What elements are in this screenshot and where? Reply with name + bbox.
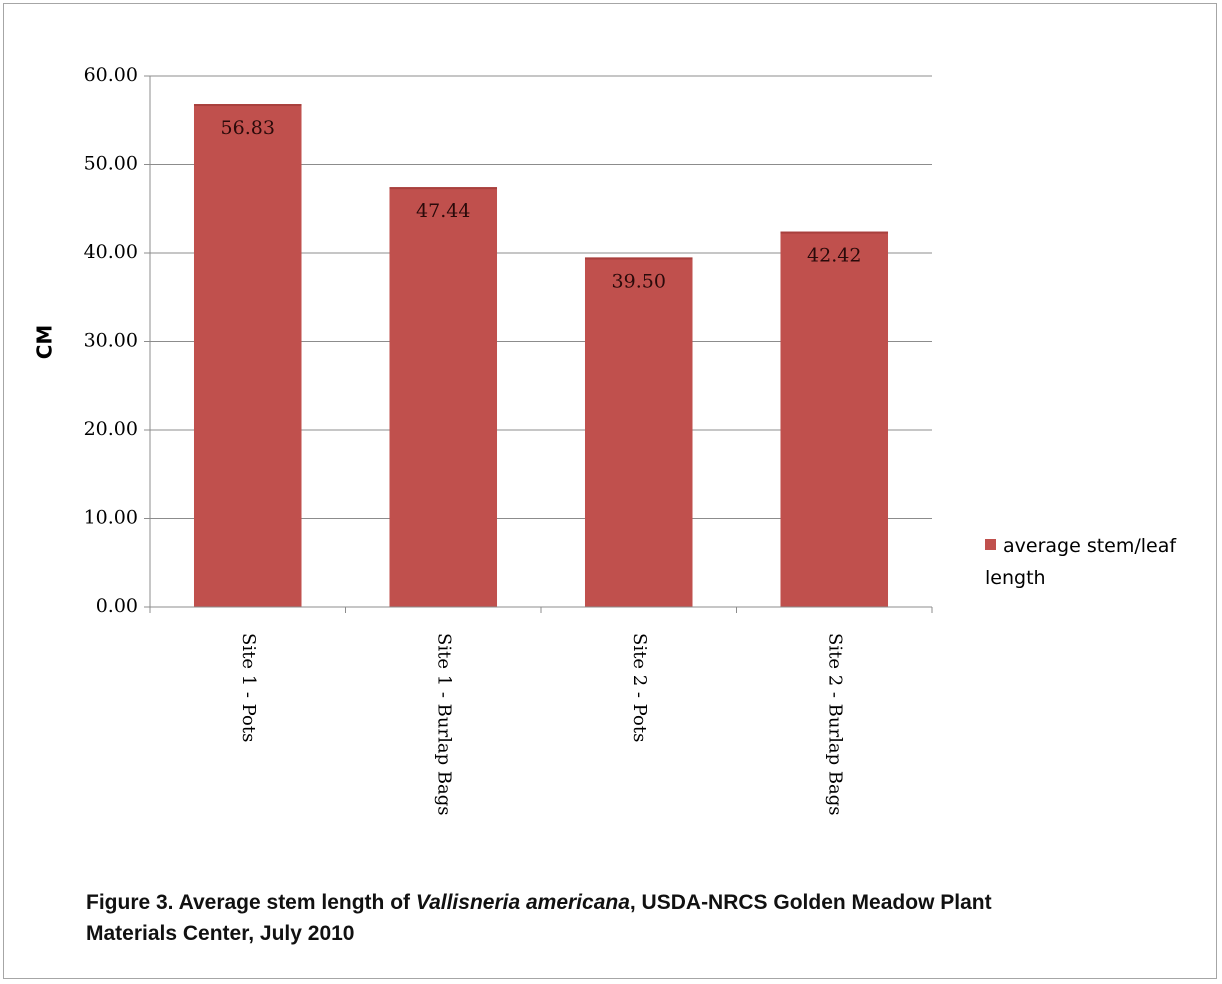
legend-swatch <box>985 539 996 550</box>
caption-suffix: , USDA-NRCS Golden Meadow Plant Material… <box>86 891 992 945</box>
caption-prefix: Figure 3. Average stem length of <box>86 891 416 914</box>
category-label: Site 2 - Pots <box>629 633 650 742</box>
bar-top-edge <box>389 187 498 190</box>
y-tick-label: 0.00 <box>96 595 138 617</box>
labels: 0.00 10.00 20.00 30.00 40.00 50.00 60.00 56.83 S… <box>84 64 862 816</box>
legend: average stem/leaf length <box>985 530 1205 594</box>
category-label: Site 2 - Burlap Bags <box>824 633 845 816</box>
y-tick-label: 50.00 <box>84 153 138 175</box>
bar <box>389 187 498 607</box>
axes <box>144 75 933 613</box>
category-label: Site 1 - Pots <box>238 633 259 742</box>
category-label: Site 1 - Burlap Bags <box>433 633 454 816</box>
bar <box>584 257 693 607</box>
y-tick-label: 10.00 <box>84 507 138 529</box>
data-label: 42.42 <box>807 245 861 267</box>
bar-top-edge <box>584 257 693 260</box>
y-tick-label: 20.00 <box>84 418 138 440</box>
figure-caption: Figure 3. Average stem length of Vallisn… <box>86 887 1046 949</box>
y-tick-label: 30.00 <box>84 330 138 352</box>
data-label: 39.50 <box>612 270 666 292</box>
bar-top-edge <box>780 231 889 234</box>
bars <box>193 104 889 607</box>
bar <box>780 231 889 607</box>
y-tick-label: 40.00 <box>84 241 138 263</box>
caption-species: Vallisneria americana <box>415 891 630 914</box>
y-tick-label: 60.00 <box>84 64 138 86</box>
legend-label: average stem/leaf length <box>985 535 1177 589</box>
bar-top-edge <box>193 104 302 107</box>
data-label: 56.83 <box>221 117 275 139</box>
data-label: 47.44 <box>416 200 470 222</box>
y-axis-label: CM <box>33 325 57 360</box>
bar <box>193 104 302 607</box>
